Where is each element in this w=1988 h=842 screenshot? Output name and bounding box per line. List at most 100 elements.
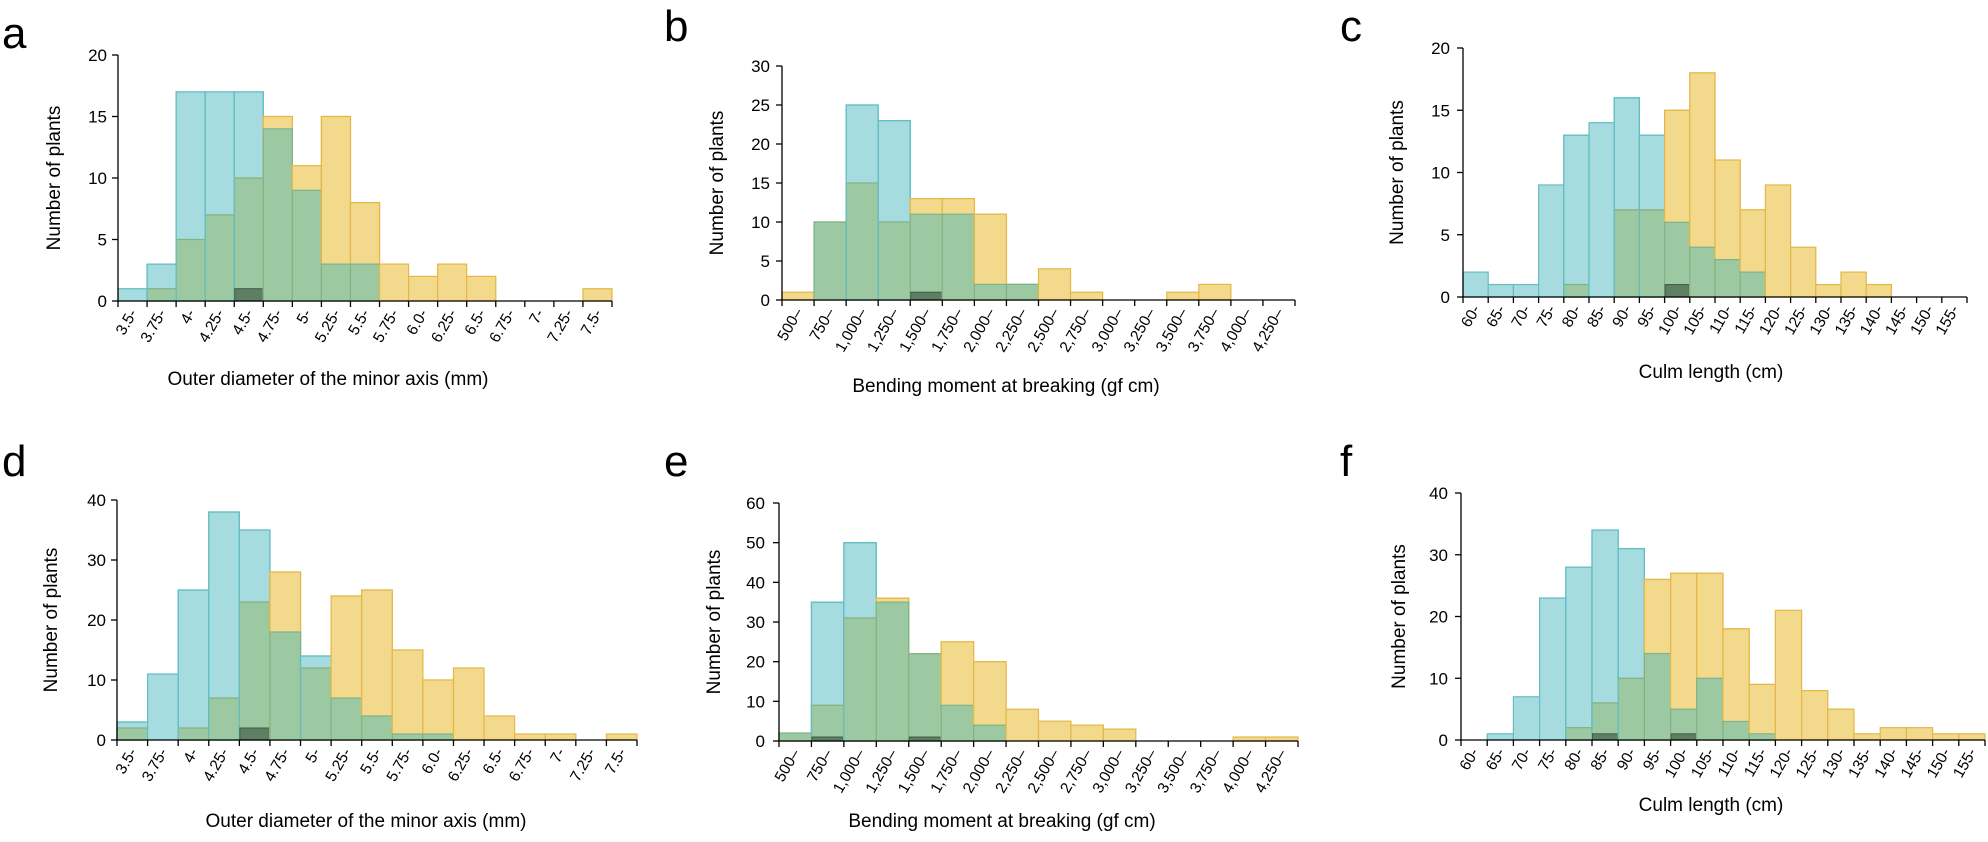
- bar-overlap: [940, 704, 975, 742]
- panel-label: b: [664, 2, 688, 51]
- chart-panel-f: 0 10 20 30 40 60- 65- 70- 75- 80- 85- 90- 95-100-105…: [1340, 437, 1986, 816]
- bar-overlap: [973, 283, 1008, 301]
- x-tick-label: 125-: [1793, 746, 1823, 781]
- bar-yellow: [1853, 733, 1881, 741]
- y-tick-label: 5: [98, 231, 107, 250]
- bar-yellow: [1037, 268, 1072, 301]
- x-tick-label: 7-: [547, 746, 569, 766]
- bar-overlap: [1613, 209, 1640, 298]
- x-tick-label: 95-: [1640, 746, 1666, 774]
- bar-yellow: [582, 288, 613, 302]
- x-tick-label: 150-: [1907, 303, 1937, 338]
- bar-yellow: [1789, 246, 1817, 298]
- y-tick-label: 30: [87, 551, 106, 570]
- bar-yellow: [1005, 708, 1040, 742]
- x-tick-label: 500–: [772, 746, 804, 785]
- bar-overlap: [877, 221, 911, 301]
- x-tick-label: 4.75-: [261, 746, 293, 785]
- bar-overlap: [1565, 727, 1593, 741]
- y-tick-label: 15: [751, 174, 770, 193]
- x-tick-label: 80-: [1559, 303, 1585, 331]
- bar-overlap: [1696, 677, 1724, 741]
- bar-yellow-excess: [910, 198, 943, 215]
- x-tick-label: 85-: [1588, 746, 1614, 774]
- bar-yellow-excess: [422, 680, 454, 734]
- bar-yellow-excess: [1723, 628, 1750, 722]
- bar-yellow-excess: [1664, 110, 1690, 223]
- x-tick-label: 145-: [1898, 746, 1928, 781]
- panel-label: c: [1340, 2, 1362, 51]
- bar-dark: [1664, 284, 1690, 298]
- y-tick-label: 5: [761, 252, 770, 271]
- x-tick-label: 4-: [177, 307, 199, 327]
- y-tick-label: 20: [88, 46, 107, 65]
- bar-overlap: [349, 263, 381, 302]
- bar-yellow-excess: [941, 641, 974, 706]
- x-tick-label: 100-: [1655, 303, 1685, 338]
- y-tick-label: 30: [1429, 546, 1448, 565]
- bar-overlap: [813, 221, 847, 301]
- x-tick-label: 75-: [1535, 746, 1561, 774]
- y-tick-label: 20: [87, 611, 106, 630]
- bar-cyan: [177, 589, 210, 741]
- bar-yellow-excess: [1644, 579, 1671, 654]
- bar-yellow: [1931, 733, 1960, 741]
- x-tick-label: 6.0-: [403, 307, 431, 339]
- bar-yellow-excess: [876, 598, 909, 603]
- x-tick-label: 7.25-: [567, 746, 599, 785]
- bar-yellow-excess: [942, 198, 975, 215]
- x-tick-label: 90-: [1609, 303, 1635, 331]
- bar-cyan: [1563, 134, 1590, 298]
- bar-yellow: [1774, 609, 1803, 741]
- bar-overlap: [320, 263, 352, 302]
- y-tick-label: 20: [1431, 39, 1450, 58]
- x-tick-label: 6.75-: [506, 746, 538, 785]
- bar-overlap: [116, 727, 149, 741]
- x-tick-label: 5.5-: [357, 746, 385, 778]
- bar-yellow-excess: [361, 590, 393, 716]
- x-tick-label: 6.25-: [428, 307, 460, 346]
- bar-cyan: [1565, 566, 1593, 741]
- bar-overlap: [1714, 259, 1741, 298]
- x-tick-label: 6.25-: [445, 746, 477, 785]
- x-tick-label: 5.25-: [312, 307, 344, 346]
- bar-overlap: [177, 727, 210, 741]
- bar-yellow-excess: [392, 650, 423, 734]
- x-tick-label: 500–: [775, 305, 807, 344]
- bar-yellow: [1879, 727, 1907, 741]
- y-tick-label: 10: [87, 671, 106, 690]
- bar-overlap: [391, 733, 424, 741]
- bar-overlap: [175, 238, 206, 302]
- bar-overlap: [1617, 677, 1645, 741]
- bar-overlap: [233, 177, 264, 302]
- panel-label: f: [1340, 437, 1353, 486]
- bar-dark: [910, 291, 943, 301]
- y-tick-label: 0: [761, 291, 770, 310]
- y-tick-label: 30: [746, 613, 765, 632]
- bar-overlap: [909, 213, 943, 301]
- bar-yellow-excess: [1689, 72, 1715, 248]
- x-tick-label: 115-: [1732, 303, 1762, 337]
- y-tick-label: 0: [98, 292, 107, 311]
- x-tick-label: 4-: [180, 746, 202, 766]
- bar-yellow-excess: [292, 165, 322, 191]
- x-tick-label: 7.5-: [578, 307, 606, 339]
- x-tick-label: 750–: [807, 305, 839, 344]
- bar-overlap: [845, 182, 879, 301]
- bar-cyan: [1512, 283, 1540, 298]
- bar-yellow: [1840, 271, 1867, 298]
- bar-overlap: [810, 704, 845, 742]
- bar-yellow: [1069, 291, 1104, 301]
- y-tick-label: 20: [1429, 608, 1448, 627]
- x-tick-label: 3.5-: [113, 746, 141, 778]
- bar-overlap: [843, 617, 877, 742]
- x-tick-label: 5-: [294, 307, 316, 327]
- bar-yellow-excess: [1740, 209, 1766, 273]
- y-tick-label: 20: [751, 135, 770, 154]
- x-tick-label: 7.25-: [544, 307, 576, 346]
- x-tick-label: 70-: [1509, 303, 1535, 331]
- y-axis-title: Number of plants: [1387, 100, 1408, 245]
